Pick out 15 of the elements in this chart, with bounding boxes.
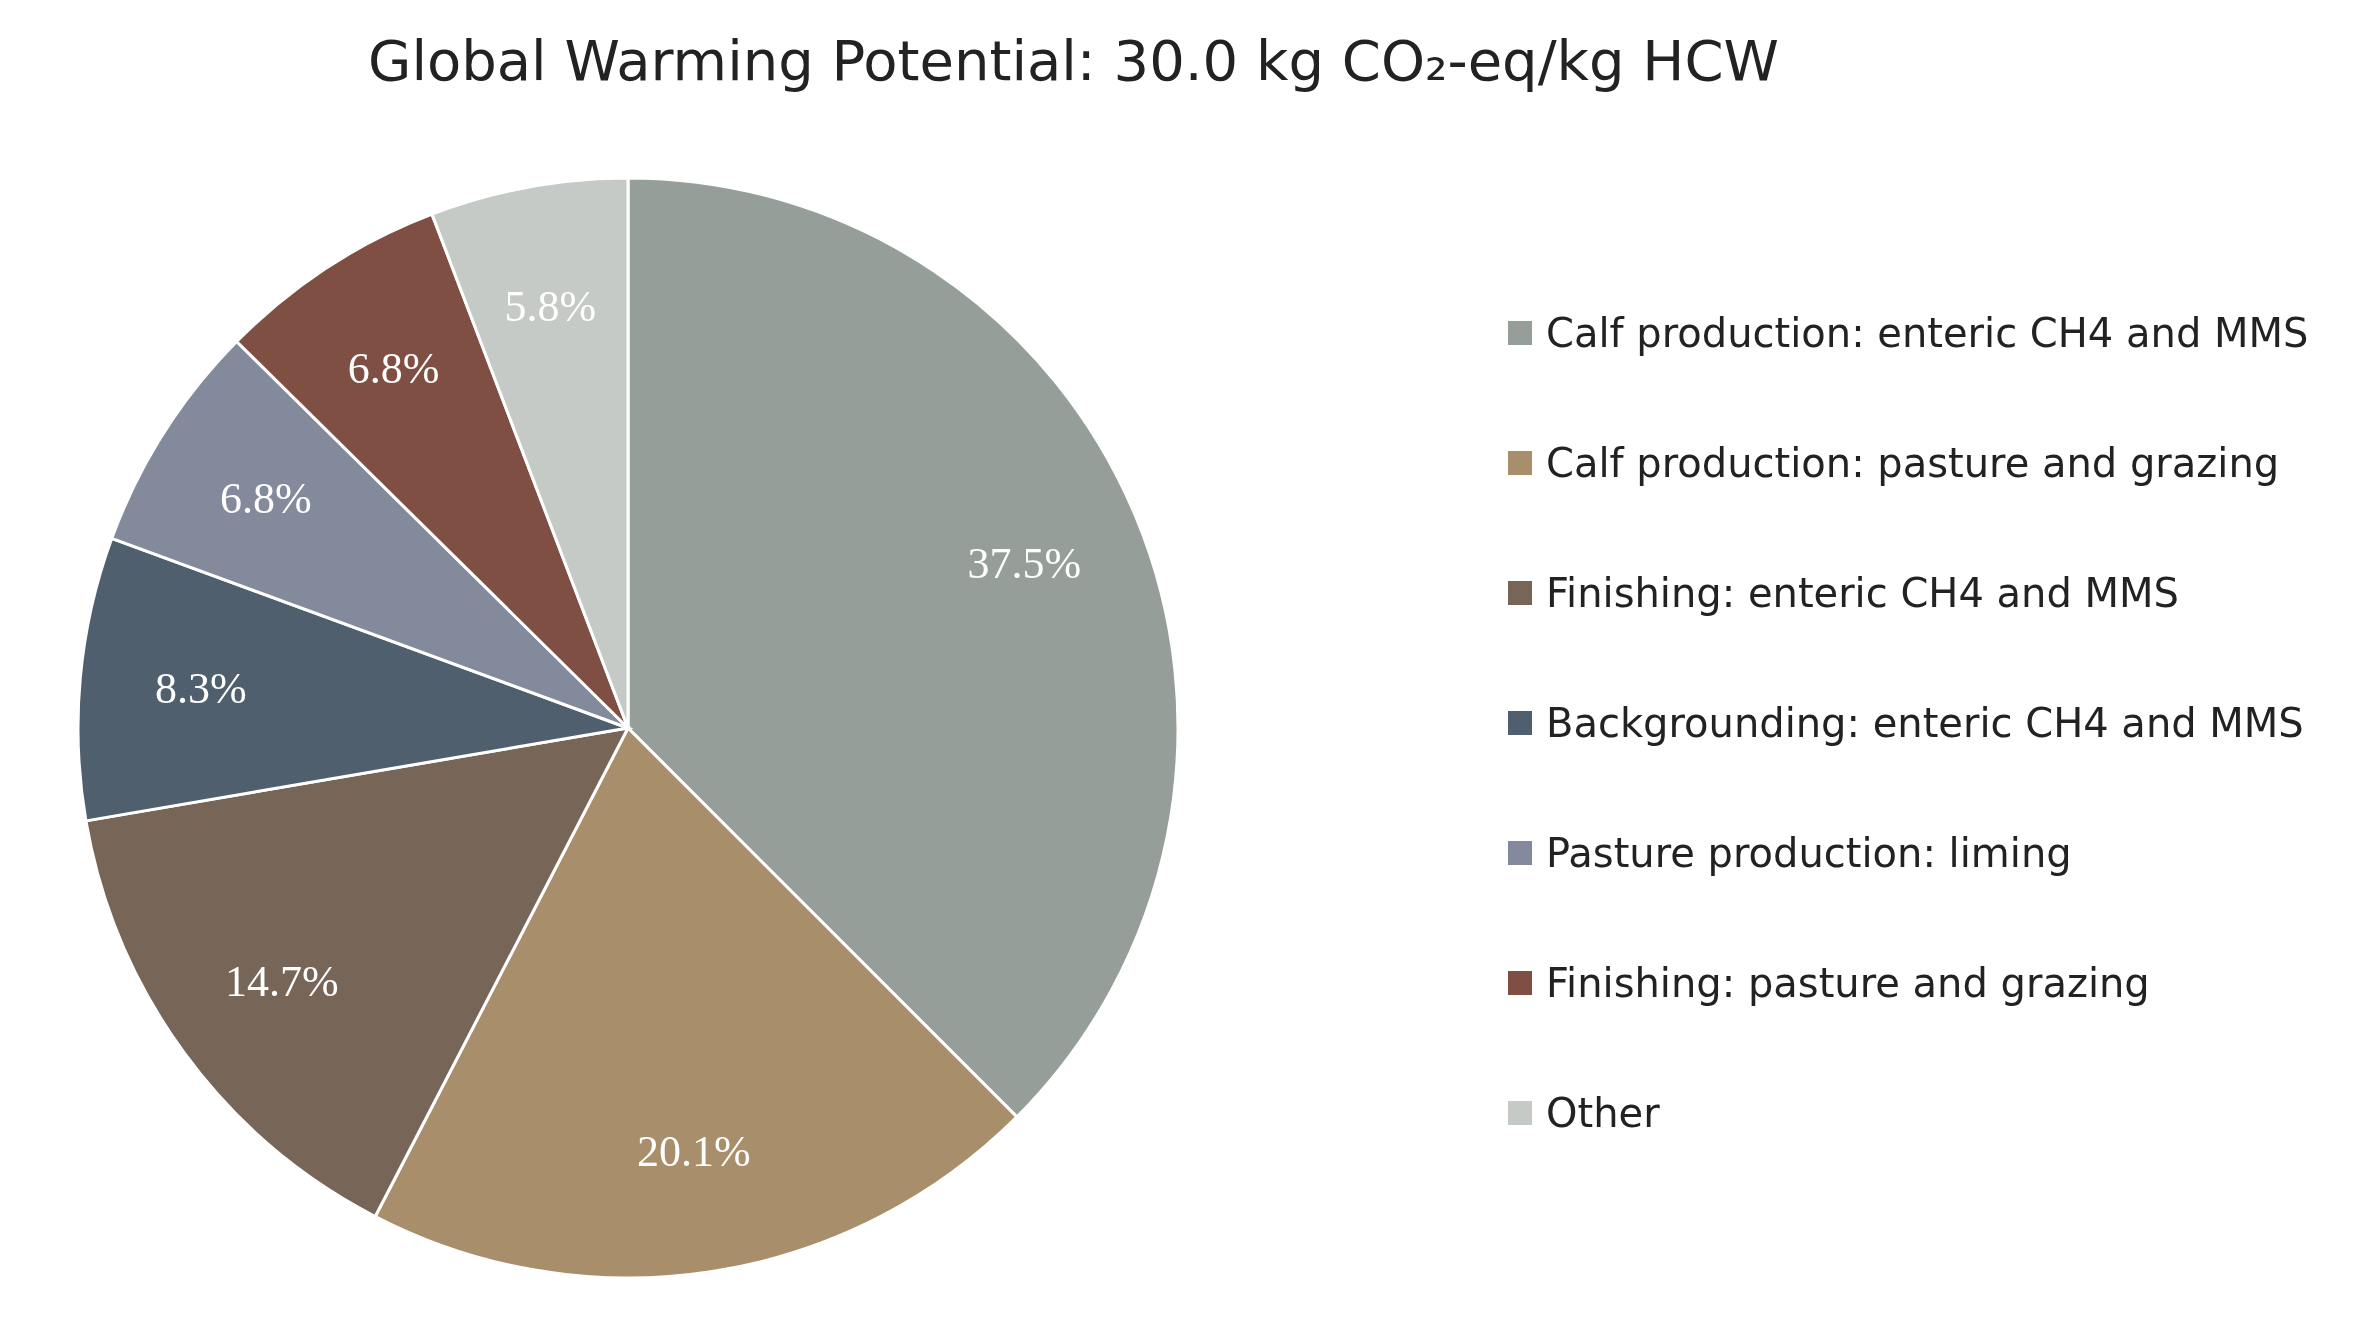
legend-label: Calf production: enteric CH4 and MMS bbox=[1546, 310, 2309, 356]
legend-label: Finishing: enteric CH4 and MMS bbox=[1546, 570, 2179, 616]
data-label: 6.8% bbox=[219, 473, 312, 523]
data-label: 14.7% bbox=[224, 956, 339, 1006]
data-label: 20.1% bbox=[636, 1127, 751, 1177]
legend-label: Other bbox=[1546, 1090, 1660, 1136]
legend-label: Backgrounding: enteric CH4 and MMS bbox=[1546, 700, 2304, 746]
legend-label: Calf production: pasture and grazing bbox=[1546, 440, 2280, 486]
legend-label: Finishing: pasture and grazing bbox=[1546, 960, 2150, 1006]
legend-label: Pasture production: liming bbox=[1546, 830, 2072, 876]
data-label: 8.3% bbox=[154, 664, 247, 714]
chart-title: Global Warming Potential: 30.0 kg CO₂-eq/kg HCW bbox=[367, 27, 1780, 95]
data-label: 6.8% bbox=[347, 344, 440, 394]
data-label: 5.8% bbox=[504, 281, 597, 331]
data-label: 37.5% bbox=[967, 539, 1082, 589]
